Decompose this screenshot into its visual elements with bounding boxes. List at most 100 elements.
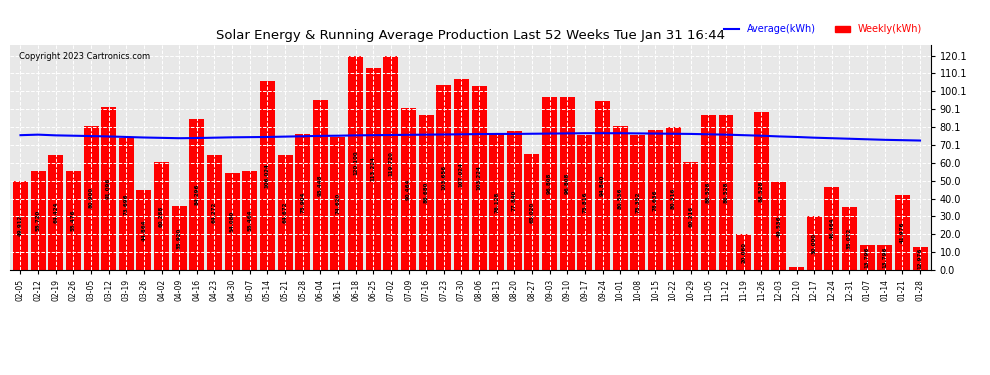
Bar bbox=[913, 247, 928, 270]
Text: 84.296: 84.296 bbox=[194, 184, 199, 206]
Text: 77.840: 77.840 bbox=[512, 190, 517, 211]
Legend: Average(kWh), Weekly(kWh): Average(kWh), Weekly(kWh) bbox=[721, 21, 926, 38]
Bar bbox=[31, 171, 46, 270]
Text: 76.128: 76.128 bbox=[494, 191, 499, 213]
Bar bbox=[49, 155, 63, 270]
Text: 75.816: 75.816 bbox=[582, 192, 587, 213]
Bar bbox=[154, 162, 169, 270]
Text: 95.448: 95.448 bbox=[318, 174, 323, 195]
Text: 65.020: 65.020 bbox=[530, 201, 535, 222]
Bar bbox=[543, 97, 557, 270]
Text: 113.224: 113.224 bbox=[370, 156, 376, 182]
Text: 107.024: 107.024 bbox=[459, 162, 464, 187]
Bar bbox=[295, 135, 310, 270]
Text: 103.656: 103.656 bbox=[442, 165, 446, 190]
Bar bbox=[577, 135, 592, 270]
Text: 12.976: 12.976 bbox=[918, 248, 923, 269]
Bar bbox=[859, 245, 874, 270]
Bar bbox=[243, 171, 257, 270]
Bar bbox=[225, 173, 240, 270]
Text: 80.316: 80.316 bbox=[670, 188, 675, 209]
Text: 86.680: 86.680 bbox=[424, 182, 429, 203]
Text: 86.528: 86.528 bbox=[706, 182, 711, 203]
Text: 20.060: 20.060 bbox=[742, 242, 746, 262]
Bar bbox=[101, 107, 116, 270]
Text: Copyright 2023 Cartronics.com: Copyright 2023 Cartronics.com bbox=[19, 52, 150, 61]
Bar bbox=[83, 126, 99, 270]
Bar bbox=[753, 112, 769, 270]
Bar bbox=[171, 206, 187, 270]
Bar bbox=[207, 155, 222, 270]
Text: 73.696: 73.696 bbox=[124, 194, 129, 215]
Text: 74.620: 74.620 bbox=[336, 193, 341, 214]
Bar bbox=[683, 162, 698, 270]
Bar bbox=[877, 245, 892, 270]
Text: 94.840: 94.840 bbox=[600, 175, 605, 196]
Text: 35.920: 35.920 bbox=[177, 227, 182, 249]
Text: 13.796: 13.796 bbox=[864, 247, 869, 268]
Text: 64.672: 64.672 bbox=[282, 202, 287, 223]
Bar bbox=[737, 234, 751, 270]
Text: 55.720: 55.720 bbox=[36, 210, 41, 231]
Text: 30.000: 30.000 bbox=[812, 233, 817, 254]
Bar bbox=[313, 99, 328, 270]
Text: 49.536: 49.536 bbox=[776, 215, 781, 237]
Bar bbox=[277, 154, 293, 270]
Text: 35.072: 35.072 bbox=[847, 228, 852, 249]
Bar bbox=[471, 86, 486, 270]
Text: 119.720: 119.720 bbox=[388, 151, 393, 176]
Text: 44.864: 44.864 bbox=[142, 219, 147, 241]
Text: 80.536: 80.536 bbox=[618, 188, 623, 209]
Bar bbox=[613, 126, 628, 270]
Bar bbox=[489, 134, 504, 270]
Bar bbox=[771, 182, 786, 270]
Bar bbox=[260, 81, 275, 270]
Text: 41.976: 41.976 bbox=[900, 222, 905, 243]
Bar bbox=[189, 120, 204, 270]
Text: 55.464: 55.464 bbox=[248, 210, 252, 231]
Text: 60.216: 60.216 bbox=[688, 206, 693, 227]
Bar bbox=[331, 137, 346, 270]
Text: 64.424: 64.424 bbox=[53, 202, 58, 223]
Text: 88.528: 88.528 bbox=[758, 180, 763, 202]
Bar bbox=[348, 56, 363, 270]
Bar bbox=[665, 127, 680, 270]
Bar bbox=[66, 171, 81, 270]
Text: 54.080: 54.080 bbox=[230, 211, 235, 232]
Bar bbox=[401, 108, 416, 270]
Text: 49.912: 49.912 bbox=[18, 215, 23, 236]
Text: 106.024: 106.024 bbox=[265, 163, 270, 188]
Bar bbox=[647, 130, 663, 270]
Bar bbox=[119, 138, 134, 270]
Text: 55.476: 55.476 bbox=[71, 210, 76, 231]
Text: 60.288: 60.288 bbox=[159, 206, 164, 227]
Bar bbox=[13, 181, 28, 270]
Bar bbox=[825, 187, 840, 270]
Text: 91.096: 91.096 bbox=[106, 178, 111, 199]
Bar bbox=[365, 68, 381, 270]
Bar bbox=[719, 116, 734, 270]
Text: 64.272: 64.272 bbox=[212, 202, 217, 223]
Text: 13.796: 13.796 bbox=[882, 247, 887, 268]
Bar bbox=[595, 100, 610, 270]
Bar bbox=[701, 116, 716, 270]
Text: 90.464: 90.464 bbox=[406, 178, 411, 200]
Bar bbox=[525, 154, 540, 270]
Text: 75.904: 75.904 bbox=[300, 192, 305, 213]
Text: 103.224: 103.224 bbox=[476, 165, 481, 190]
Bar bbox=[559, 97, 575, 270]
Text: 46.464: 46.464 bbox=[830, 218, 835, 239]
Bar bbox=[807, 216, 822, 270]
Bar bbox=[507, 131, 522, 270]
Bar bbox=[454, 79, 469, 270]
Text: 78.636: 78.636 bbox=[653, 189, 658, 210]
Text: 120.100: 120.100 bbox=[353, 150, 358, 175]
Bar bbox=[419, 115, 434, 270]
Bar bbox=[789, 267, 804, 270]
Bar bbox=[895, 195, 910, 270]
Text: 80.900: 80.900 bbox=[88, 187, 93, 209]
Bar bbox=[137, 190, 151, 270]
Bar bbox=[383, 56, 398, 270]
Text: 96.808: 96.808 bbox=[547, 173, 552, 194]
Bar bbox=[631, 135, 645, 270]
